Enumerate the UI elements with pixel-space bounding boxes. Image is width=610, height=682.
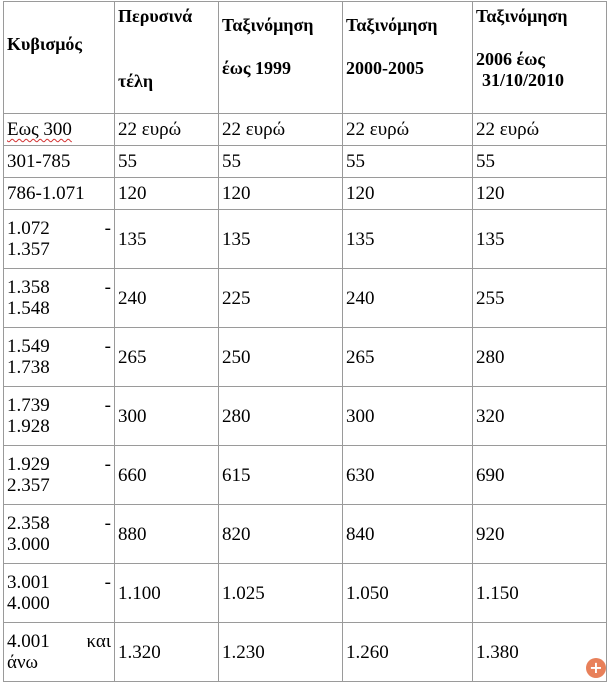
reg-2006-2010-cell: 320 bbox=[472, 386, 607, 446]
table-row: 1.072-1.357 135 135 135 135 bbox=[3, 209, 607, 269]
reg-2006-2010-cell: 135 bbox=[472, 209, 607, 269]
reg-2000-2005-cell: 300 bbox=[342, 386, 473, 446]
reg-2006-2010-cell: 55 bbox=[472, 145, 607, 178]
last-year-cell: 135 bbox=[114, 209, 219, 269]
table-row: 786-1.071 120 120 120 120 bbox=[3, 177, 607, 210]
last-year-cell: 265 bbox=[114, 327, 219, 387]
reg-1999-cell: 1.230 bbox=[218, 622, 343, 682]
cc-cell: 786-1.071 bbox=[3, 177, 115, 210]
reg-1999-cell: 225 bbox=[218, 268, 343, 328]
reg-2006-2010-cell: 280 bbox=[472, 327, 607, 387]
cc-cell: 301-785 bbox=[3, 145, 115, 178]
cc-cell: 4.001 και άνω bbox=[3, 622, 115, 682]
header-reg-2000-2005: Ταξινόμηση 2000-2005 bbox=[342, 1, 473, 114]
reg-2006-2010-cell: 255 bbox=[472, 268, 607, 328]
reg-1999-cell: 120 bbox=[218, 177, 343, 210]
last-year-cell: 1.100 bbox=[114, 563, 219, 623]
header-last-year: Περυσινά τέλη bbox=[114, 1, 219, 114]
table-row: 1.929-2.357 660 615 630 690 bbox=[3, 445, 607, 505]
reg-1999-cell: 1.025 bbox=[218, 563, 343, 623]
reg-1999-cell: 22 ευρώ bbox=[218, 113, 343, 146]
reg-1999-cell: 280 bbox=[218, 386, 343, 446]
reg-1999-cell: 250 bbox=[218, 327, 343, 387]
cc-cell: 1.358-1.548 bbox=[3, 268, 115, 328]
header-cc: Κυβισμός bbox=[3, 1, 115, 114]
reg-2006-2010-cell: 1.150 bbox=[472, 563, 607, 623]
last-year-cell: 22 ευρώ bbox=[114, 113, 219, 146]
last-year-cell: 120 bbox=[114, 177, 219, 210]
reg-2000-2005-cell: 630 bbox=[342, 445, 473, 505]
last-year-cell: 1.320 bbox=[114, 622, 219, 682]
last-year-cell: 55 bbox=[114, 145, 219, 178]
table-row: 4.001 και άνω 1.320 1.230 1.260 1.380 bbox=[3, 622, 607, 682]
reg-2000-2005-cell: 265 bbox=[342, 327, 473, 387]
reg-2000-2005-cell: 55 bbox=[342, 145, 473, 178]
reg-2006-2010-cell: 1.380 bbox=[472, 622, 607, 682]
reg-2000-2005-cell: 120 bbox=[342, 177, 473, 210]
reg-2006-2010-cell: 920 bbox=[472, 504, 607, 564]
reg-2000-2005-cell: 135 bbox=[342, 209, 473, 269]
table-row: 3.001-4.000 1.100 1.025 1.050 1.150 bbox=[3, 563, 607, 623]
last-year-cell: 300 bbox=[114, 386, 219, 446]
reg-1999-cell: 820 bbox=[218, 504, 343, 564]
table-row: 301-785 55 55 55 55 bbox=[3, 145, 607, 178]
table-row: 1.739-1.928 300 280 300 320 bbox=[3, 386, 607, 446]
cc-cell: Εως 300 bbox=[3, 113, 115, 146]
reg-2006-2010-cell: 120 bbox=[472, 177, 607, 210]
table-row: 2.358-3.000 880 820 840 920 bbox=[3, 504, 607, 564]
cc-cell: 2.358-3.000 bbox=[3, 504, 115, 564]
reg-1999-cell: 615 bbox=[218, 445, 343, 505]
reg-2006-2010-cell: 690 bbox=[472, 445, 607, 505]
reg-2000-2005-cell: 22 ευρώ bbox=[342, 113, 473, 146]
cc-cell: 1.549-1.738 bbox=[3, 327, 115, 387]
cc-cell: 1.929-2.357 bbox=[3, 445, 115, 505]
zoom-in-icon[interactable]: + bbox=[586, 658, 606, 678]
header-reg-2006-2010: Ταξινόμηση 2006 έως 31/10/2010 bbox=[472, 1, 607, 114]
road-tax-table: Κυβισμός Περυσινά τέλη Ταξινόμηση έως 19… bbox=[3, 1, 607, 682]
reg-2000-2005-cell: 1.050 bbox=[342, 563, 473, 623]
reg-2000-2005-cell: 240 bbox=[342, 268, 473, 328]
reg-1999-cell: 135 bbox=[218, 209, 343, 269]
last-year-cell: 660 bbox=[114, 445, 219, 505]
cc-cell: 1.739-1.928 bbox=[3, 386, 115, 446]
table-row: Εως 300 22 ευρώ 22 ευρώ 22 ευρώ 22 ευρώ bbox=[3, 113, 607, 146]
reg-2000-2005-cell: 1.260 bbox=[342, 622, 473, 682]
header-reg-1999: Ταξινόμηση έως 1999 bbox=[218, 1, 343, 114]
header-row: Κυβισμός Περυσινά τέλη Ταξινόμηση έως 19… bbox=[3, 1, 607, 114]
cc-cell: 1.072-1.357 bbox=[3, 209, 115, 269]
reg-2000-2005-cell: 840 bbox=[342, 504, 473, 564]
cc-cell: 3.001-4.000 bbox=[3, 563, 115, 623]
table-row: 1.549-1.738 265 250 265 280 bbox=[3, 327, 607, 387]
reg-2006-2010-cell: 22 ευρώ bbox=[472, 113, 607, 146]
reg-1999-cell: 55 bbox=[218, 145, 343, 178]
last-year-cell: 240 bbox=[114, 268, 219, 328]
table-row: 1.358-1.548 240 225 240 255 bbox=[3, 268, 607, 328]
last-year-cell: 880 bbox=[114, 504, 219, 564]
